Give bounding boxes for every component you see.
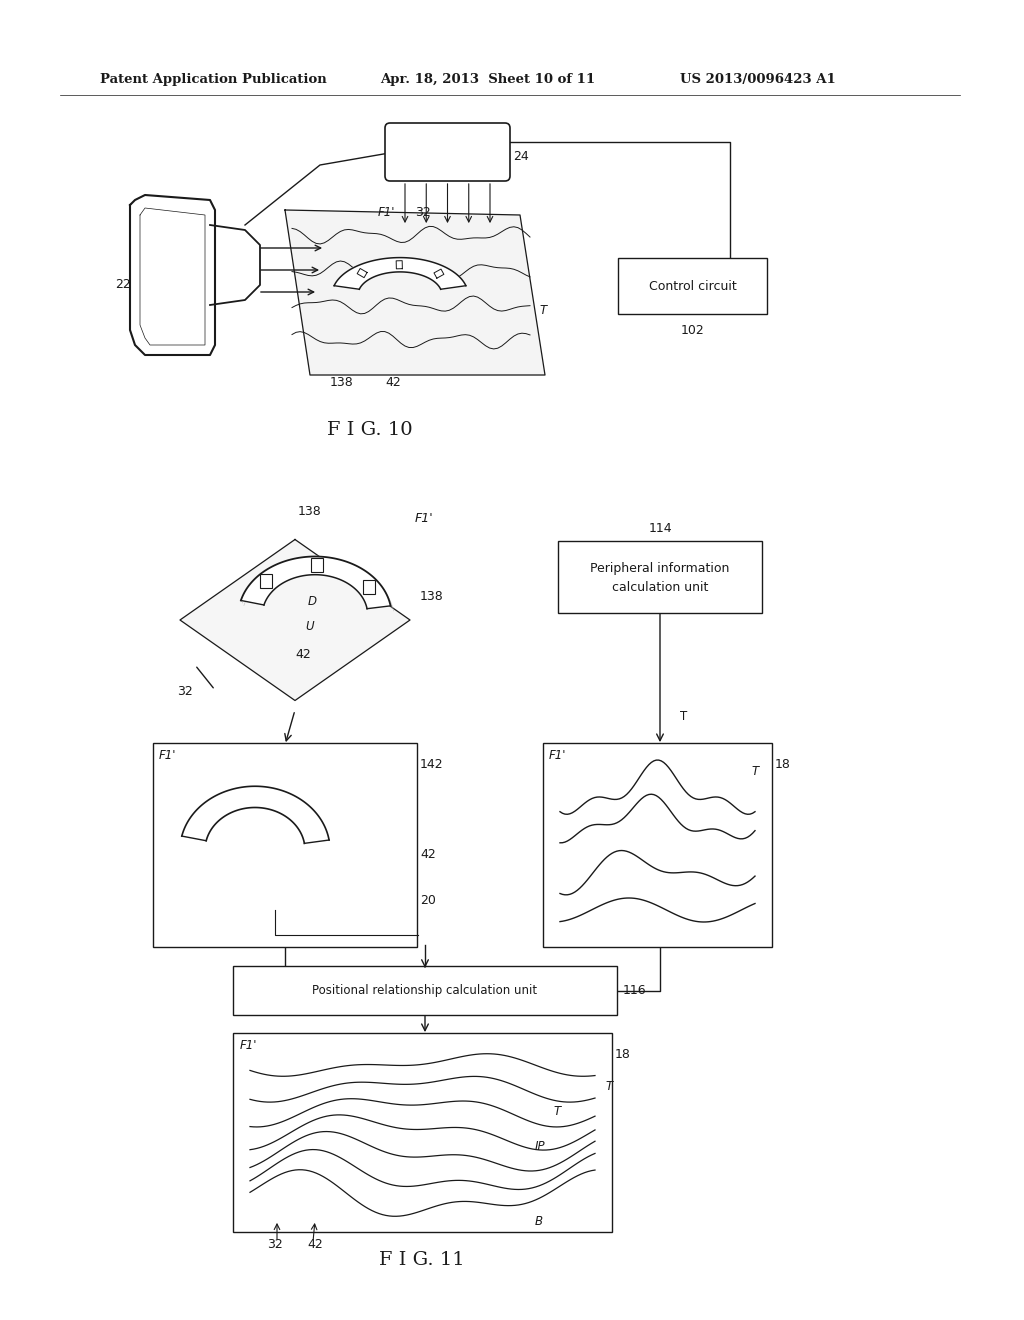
FancyBboxPatch shape bbox=[153, 743, 417, 946]
Text: 18: 18 bbox=[615, 1048, 631, 1061]
Bar bbox=[364, 581, 376, 594]
Text: 138: 138 bbox=[420, 590, 443, 603]
Text: Patent Application Publication: Patent Application Publication bbox=[100, 74, 327, 87]
Text: US 2013/0096423 A1: US 2013/0096423 A1 bbox=[680, 74, 836, 87]
Text: T: T bbox=[605, 1080, 612, 1093]
Bar bbox=[311, 557, 324, 572]
Text: F1': F1' bbox=[549, 748, 566, 762]
Text: Apr. 18, 2013  Sheet 10 of 11: Apr. 18, 2013 Sheet 10 of 11 bbox=[380, 74, 595, 87]
Text: 42: 42 bbox=[307, 1238, 323, 1251]
Text: 116: 116 bbox=[623, 983, 646, 997]
Text: F1': F1' bbox=[159, 748, 176, 762]
FancyBboxPatch shape bbox=[558, 541, 762, 612]
Polygon shape bbox=[182, 787, 329, 843]
Text: F1': F1' bbox=[415, 512, 433, 525]
Text: D: D bbox=[308, 595, 317, 609]
Text: U: U bbox=[305, 620, 313, 634]
Text: 20: 20 bbox=[420, 894, 436, 907]
FancyBboxPatch shape bbox=[233, 966, 617, 1015]
Text: 18: 18 bbox=[775, 759, 791, 771]
Text: B: B bbox=[535, 1214, 543, 1228]
Text: Positional relationship calculation unit: Positional relationship calculation unit bbox=[312, 983, 538, 997]
Text: T: T bbox=[680, 710, 687, 723]
Text: IP: IP bbox=[535, 1140, 546, 1152]
Text: 42: 42 bbox=[420, 849, 436, 862]
Text: T: T bbox=[540, 304, 547, 317]
Text: calculation unit: calculation unit bbox=[611, 581, 709, 594]
Text: 102: 102 bbox=[681, 323, 705, 337]
FancyBboxPatch shape bbox=[618, 257, 767, 314]
Text: 142: 142 bbox=[420, 759, 443, 771]
Polygon shape bbox=[334, 257, 466, 289]
Polygon shape bbox=[210, 224, 260, 305]
Polygon shape bbox=[285, 210, 545, 375]
FancyBboxPatch shape bbox=[543, 743, 772, 946]
Text: 42: 42 bbox=[385, 375, 400, 388]
Text: 138: 138 bbox=[298, 506, 322, 517]
Polygon shape bbox=[130, 195, 215, 355]
Text: 24: 24 bbox=[513, 150, 528, 164]
Bar bbox=[260, 574, 272, 589]
FancyBboxPatch shape bbox=[233, 1034, 612, 1232]
FancyBboxPatch shape bbox=[385, 123, 510, 181]
Text: 42: 42 bbox=[295, 648, 310, 661]
Text: 32: 32 bbox=[415, 206, 431, 219]
Text: F1': F1' bbox=[240, 1039, 257, 1052]
Text: 22: 22 bbox=[115, 279, 131, 292]
Polygon shape bbox=[241, 557, 390, 609]
Polygon shape bbox=[434, 269, 443, 279]
Text: T: T bbox=[752, 766, 759, 777]
Polygon shape bbox=[396, 260, 402, 269]
Text: 114: 114 bbox=[648, 521, 672, 535]
Text: F1': F1' bbox=[378, 206, 395, 219]
Text: Peripheral information: Peripheral information bbox=[590, 562, 730, 576]
Text: 32: 32 bbox=[177, 685, 193, 698]
Text: F I G. 11: F I G. 11 bbox=[379, 1251, 465, 1269]
Text: F I G. 10: F I G. 10 bbox=[328, 421, 413, 440]
Text: 138: 138 bbox=[330, 375, 353, 388]
Text: T: T bbox=[554, 1105, 561, 1118]
Polygon shape bbox=[180, 540, 410, 701]
Text: Control circuit: Control circuit bbox=[648, 280, 736, 293]
Polygon shape bbox=[357, 268, 367, 277]
Text: 32: 32 bbox=[267, 1238, 283, 1251]
